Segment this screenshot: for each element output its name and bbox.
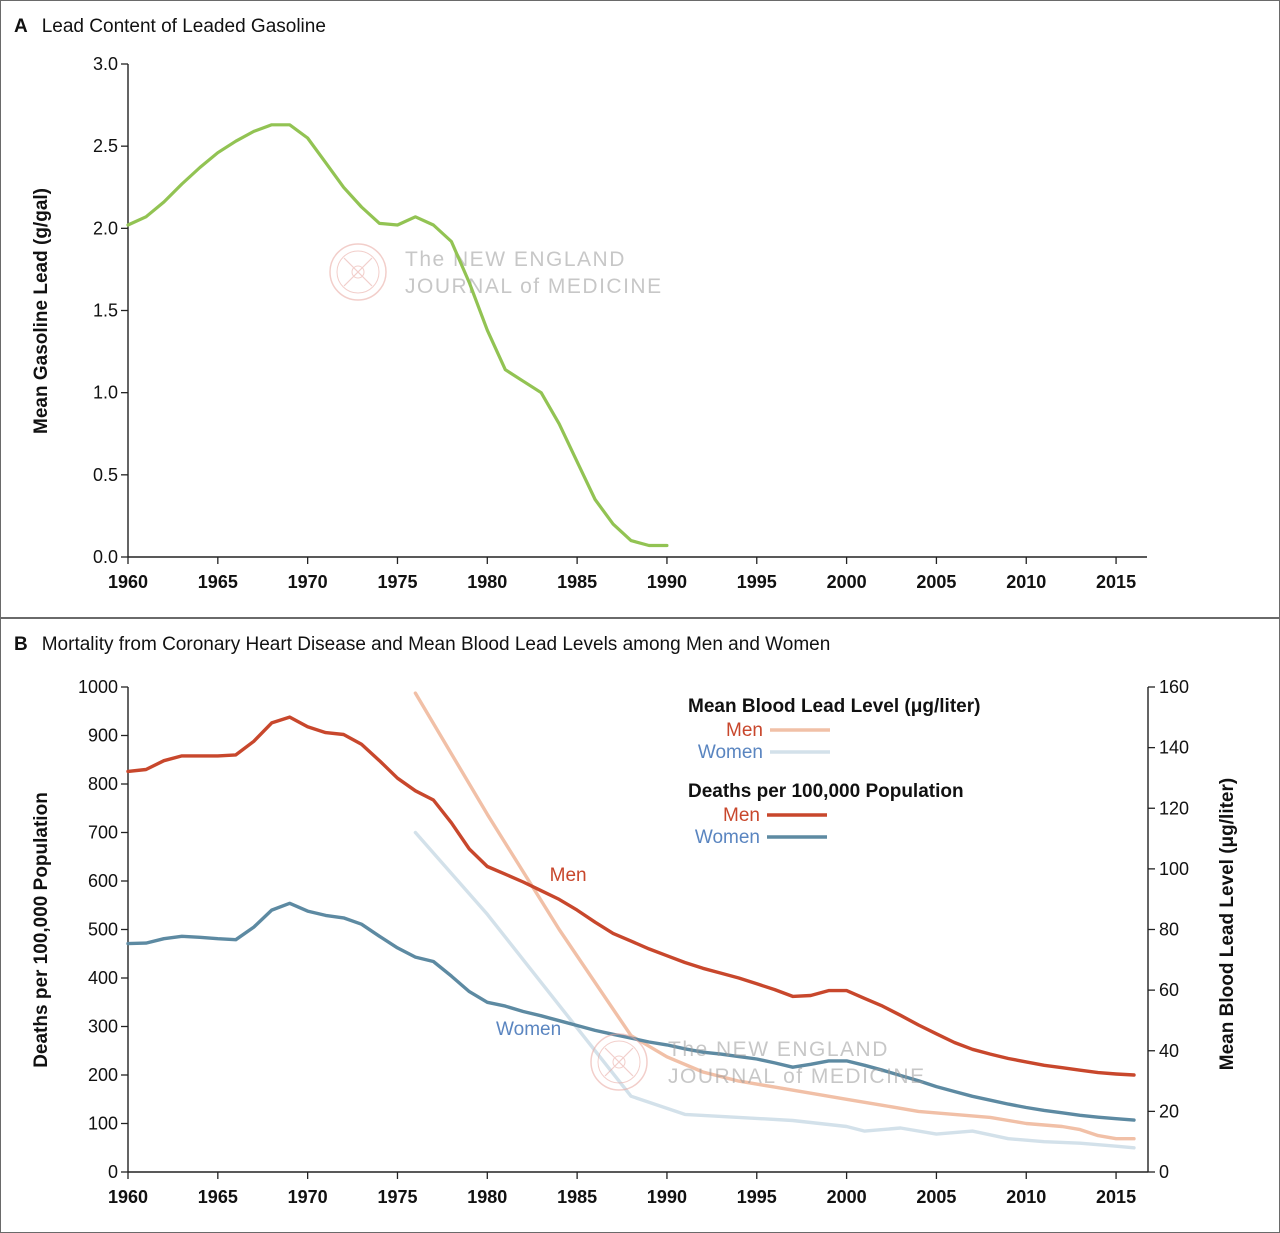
panel-a-y-tick-label: 0.5 (93, 465, 118, 485)
panel-b-annotations: Men Women (496, 865, 587, 1040)
deaths-men-line (126, 715, 1136, 1077)
panel-b-left-y-tick-label: 300 (88, 1017, 118, 1037)
panel-b-left-y-tick-label: 600 (88, 871, 118, 891)
deaths-women-line (126, 901, 1136, 1122)
panel-a-y-tick-label: 2.0 (93, 218, 118, 238)
panel-b-right-y-tick-label: 80 (1159, 920, 1179, 940)
legend-group1-title: Mean Blood Lead Level (μg/liter) (688, 696, 980, 717)
watermark-a-line1: The NEW ENGLAND (405, 248, 626, 271)
panel-a-title-text: Lead Content of Leaded Gasoline (41, 16, 326, 37)
panel-b-x-tick-label: 1995 (737, 1187, 777, 1207)
legend-group2-men-label: Men (723, 805, 760, 826)
panel-b-x-tick-label: 2015 (1096, 1187, 1136, 1207)
watermark-b-line1: The NEW ENGLAND (668, 1038, 889, 1061)
panel-a-gasoline-lead-line (126, 123, 669, 548)
panel-a-x-tick-label: 2000 (827, 572, 867, 592)
panel-b-x-tick-label: 1970 (288, 1187, 328, 1207)
panel-b-left-y-tick-label: 900 (88, 726, 118, 746)
watermark-seal-icon (590, 1033, 648, 1091)
panel-b-chart: 1960 1965 1970 1975 1980 1985 1990 1995 2000 2005… (31, 677, 1238, 1207)
panel-a-x-tick-label: 1980 (467, 572, 507, 592)
panel-b-x-tick-label: 2000 (827, 1187, 867, 1207)
panel-b-right-y-axis-label: Mean Blood Lead Level (μg/liter) (1217, 778, 1238, 1070)
panel-a-y-tick-label: 1.5 (93, 301, 118, 321)
panel-b-x-tick-label: 1975 (377, 1187, 417, 1207)
legend-group2-women-label: Women (695, 827, 760, 848)
watermark-b-line2: JOURNAL of MEDICINE (668, 1065, 926, 1088)
watermark-seal-icon (329, 243, 387, 301)
panel-a-x-tick-label: 1975 (377, 572, 417, 592)
panel-b-right-y-tick-label: 100 (1159, 859, 1189, 879)
panel-b-x-tick-label: 1980 (467, 1187, 507, 1207)
watermark-b: The NEW ENGLAND JOURNAL of MEDICINE (590, 1033, 926, 1091)
panel-a-y-axis-label: Mean Gasoline Lead (g/gal) (31, 188, 52, 434)
panel-a-y-tick-label: 0.0 (93, 547, 118, 567)
legend-group1-men-label: Men (726, 720, 763, 741)
panel-divider (0, 617, 1280, 619)
panel-b-title: B Mortality from Coronary Heart Disease a… (14, 634, 830, 656)
panel-a-x-tick-label: 1985 (557, 572, 597, 592)
panel-a-y-tick-label: 3.0 (93, 54, 118, 74)
panel-b-left-y-tick-label: 400 (88, 968, 118, 988)
panel-b-x-tick-label: 2010 (1006, 1187, 1046, 1207)
panel-b-x-tick-label: 1965 (198, 1187, 238, 1207)
panel-b-x-tick-label: 1990 (647, 1187, 687, 1207)
panel-a-x-tick-label: 1990 (647, 572, 687, 592)
panel-a-x-tick-label: 1995 (737, 572, 777, 592)
watermark-a-line2: JOURNAL of MEDICINE (405, 275, 663, 298)
panel-a-x-tick-label: 1960 (108, 572, 148, 592)
panel-b-left-y-tick-label: 700 (88, 823, 118, 843)
panel-a-x-tick-label: 2005 (916, 572, 956, 592)
panel-b-right-y-tick-label: 120 (1159, 798, 1189, 818)
panel-a-y-tick-label: 1.0 (93, 383, 118, 403)
panel-a-title: A Lead Content of Leaded Gasoline (14, 16, 326, 38)
panel-a-y-ticks: 0.0 0.5 1.0 1.5 2.0 2.5 3.0 (93, 54, 128, 567)
annotation-men-label: Men (550, 865, 587, 886)
legend-group2-title: Deaths per 100,000 Population (688, 781, 964, 802)
panel-b-left-y-tick-label: 100 (88, 1114, 118, 1134)
panel-b-right-y-tick-label: 20 (1159, 1101, 1179, 1121)
panel-b-left-y-tick-label: 0 (108, 1162, 118, 1182)
panel-a-x-ticks: 1960 1965 1970 1975 1980 1985 1990 1995 2000 2005… (108, 557, 1136, 592)
panel-a-chart: The NEW ENGLAND JOURNAL of MEDICINE 1960… (31, 54, 1147, 592)
panel-b-x-tick-label: 2005 (916, 1187, 956, 1207)
watermark-a: The NEW ENGLAND JOURNAL of MEDICINE (329, 243, 663, 301)
panel-a-series (126, 123, 669, 548)
panel-b-left-y-tick-label: 800 (88, 774, 118, 794)
panel-b-x-tick-label: 1960 (108, 1187, 148, 1207)
panel-a-x-tick-label: 1970 (288, 572, 328, 592)
annotation-women-label: Women (496, 1019, 561, 1040)
panel-b-left-y-ticks: 0 100 200 300 400 500 600 700 800 900 1000 (78, 677, 128, 1182)
panel-b-left-y-tick-label: 1000 (78, 677, 118, 697)
panel-a-x-tick-label: 1965 (198, 572, 238, 592)
panel-b-right-y-tick-label: 140 (1159, 738, 1189, 758)
panel-b-left-y-tick-label: 200 (88, 1065, 118, 1085)
panel-b-series (126, 691, 1136, 1150)
panel-b-right-y-tick-label: 40 (1159, 1041, 1179, 1061)
panel-a-y-tick-label: 2.5 (93, 136, 118, 156)
panel-b-left-y-axis-label: Deaths per 100,000 Population (31, 792, 52, 1068)
panel-b-right-y-tick-label: 0 (1159, 1162, 1169, 1182)
panel-a-x-tick-label: 2015 (1096, 572, 1136, 592)
panel-b-title-text: Mortality from Coronary Heart Disease an… (41, 634, 831, 655)
panel-a-letter: A (14, 16, 28, 37)
panel-b-letter: B (14, 634, 28, 655)
panel-b-right-y-tick-label: 160 (1159, 677, 1189, 697)
panel-b-left-y-tick-label: 500 (88, 920, 118, 940)
blood-lead-women-line (413, 830, 1136, 1150)
panel-b-legend: Mean Blood Lead Level (μg/liter) Men Wom… (688, 696, 980, 848)
panel-a-x-tick-label: 2010 (1006, 572, 1046, 592)
panel-b-x-tick-label: 1985 (557, 1187, 597, 1207)
panel-b-x-ticks: 1960 1965 1970 1975 1980 1985 1990 1995 2000 2005… (108, 1172, 1136, 1207)
panel-b-right-y-tick-label: 60 (1159, 980, 1179, 1000)
panel-b-right-y-ticks: 0 20 40 60 80 100 120 140 160 (1148, 677, 1189, 1182)
legend-group1-women-label: Women (698, 742, 763, 763)
